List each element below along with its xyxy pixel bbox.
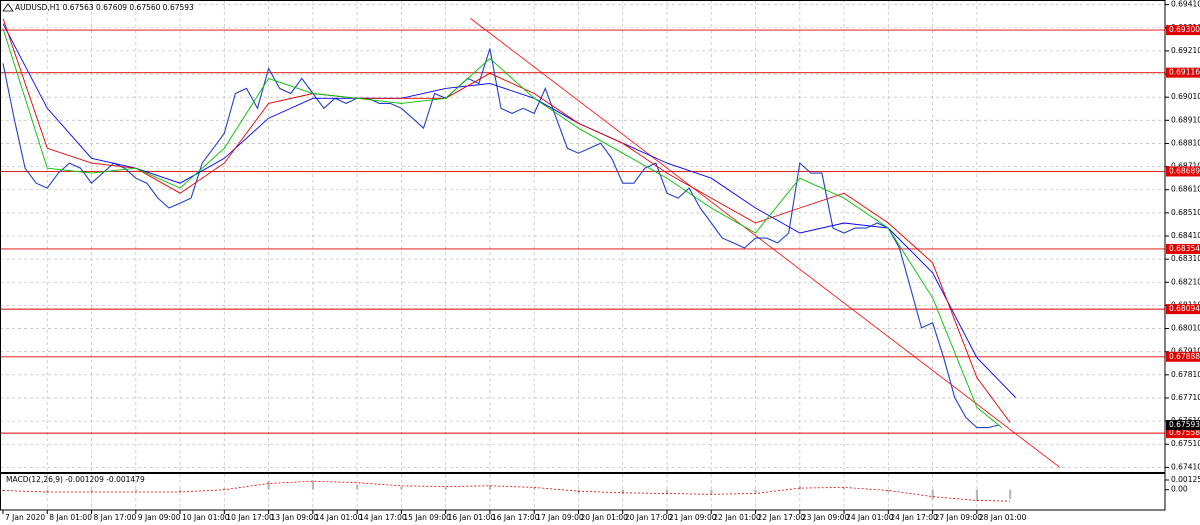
histogram-bar [134,489,137,492]
moving-average [2,18,1011,423]
x-tick-label: 16 Jan 17:00 [492,513,540,522]
y-tick-label: 0.68610 [1171,185,1200,194]
x-tick-label: 22 Jan 01:00 [713,513,761,522]
level-label: 0.67558 [1169,428,1200,437]
y-tick-label: 0.67710 [1171,393,1200,402]
level-label: 0.68354 [1169,244,1200,253]
level-tag [1166,166,1200,177]
histogram-bar [356,484,359,490]
histogram-bar [754,489,757,493]
y-tick-label: 0.67810 [1171,370,1200,379]
symbol-icon [2,3,14,12]
histogram-bar [400,486,403,490]
y-tick-label: 0.68910 [1171,115,1200,124]
histogram-bar [843,488,846,490]
trendline [470,18,1061,468]
x-tick-label: 7 Jan 2020 [5,513,45,522]
level-tag [1166,67,1200,78]
histogram-bar [223,488,226,490]
moving-average [2,23,1016,398]
histogram-bar [666,489,669,495]
histogram-bar [975,489,979,502]
level-tag [1166,243,1200,254]
y-tick-label: 0.001254 [1171,475,1200,484]
y-tick-label: 0.69010 [1171,92,1200,101]
x-tick-label: 21 Jan 09:00 [669,513,717,522]
y-tick-label: 0.00 [1171,485,1188,494]
y-tick-label: 0.68810 [1171,138,1200,147]
last-price-tag [1166,420,1200,431]
histogram-bar [621,489,624,494]
x-tick-label: 23 Jan 09:00 [802,513,850,522]
histogram-bar [267,481,270,490]
histogram-bar [311,480,315,490]
y-tick-label: 0.68710 [1171,162,1200,171]
histogram-bar [887,489,890,492]
plot-frame [0,0,1166,511]
moving-average [2,28,1003,428]
chart-title: AUDUSD,H1 0.67563 0.67609 0.67560 0.6759… [15,3,194,12]
x-tick-label: 14 Jan 01:00 [315,513,363,522]
y-tick-label: 0.68010 [1171,324,1200,333]
level-label: 0.68689 [1169,166,1200,175]
level-label: 0.68094 [1169,304,1200,313]
level-label: 0.69116 [1169,68,1200,77]
x-tick-label: 15 Jan 09:00 [403,513,451,522]
x-tick-label: 8 Jan 17:00 [94,513,137,522]
last-price-label: 0.67593 [1169,420,1200,429]
x-tick-label: 16 Jan 01:00 [448,513,496,522]
x-tick-label: 10 Jan 17:00 [226,513,274,522]
histogram-bar [533,488,536,490]
indicator-title: MACD(12,26,9) -0.001209 -0.001479 [6,475,145,484]
y-tick-label: 0.68510 [1171,208,1200,217]
histogram-bar [1009,489,1012,500]
signal-line [2,480,1011,502]
x-tick-label: 28 Jan 01:00 [979,513,1027,522]
x-tick-label: 22 Jan 17:00 [758,513,806,522]
x-tick-label: 24 Jan 01:00 [846,513,894,522]
y-tick-label: 0.69410 [1171,0,1200,9]
histogram-bar [444,487,447,490]
y-tick-label: 0.69210 [1171,46,1200,55]
price-line [2,48,1000,429]
y-tick-label: 0.67510 [1171,439,1200,448]
x-tick-label: 14 Jan 17:00 [359,513,407,522]
histogram-bar [931,489,934,499]
x-tick-label: 10 Jan 01:00 [182,513,230,522]
x-tick-label: 17 Jan 09:00 [536,513,584,522]
level-label: 0.69300 [1169,25,1200,34]
x-tick-label: 8 Jan 01:00 [49,513,92,522]
level-tag [1166,351,1200,362]
x-tick-label: 24 Jan 17:00 [890,513,938,522]
x-tick-label: 13 Jan 09:00 [271,513,319,522]
histogram-bar [710,489,713,496]
x-tick-label: 20 Jan 01:00 [580,513,628,522]
histogram-bar [46,489,49,493]
x-tick-label: 9 Jan 09:00 [138,513,181,522]
y-tick-label: 0.67410 [1171,462,1200,471]
y-tick-label: 0.68410 [1171,231,1200,240]
x-tick-label: 20 Jan 17:00 [625,513,673,522]
histogram-bar [179,489,182,492]
level-label: 0.67888 [1169,352,1200,361]
y-tick-label: 0.68210 [1171,277,1200,286]
y-tick-label: 0.68310 [1171,254,1200,263]
y-tick-label: 0.67910 [1171,347,1200,356]
histogram-bar [798,485,801,490]
histogram-bar [488,485,492,490]
x-tick-label: 27 Jan 09:00 [935,513,983,522]
level-tag [1166,304,1200,315]
level-tag [1166,25,1200,36]
level-tag [1166,428,1200,439]
histogram-bar [90,489,93,492]
